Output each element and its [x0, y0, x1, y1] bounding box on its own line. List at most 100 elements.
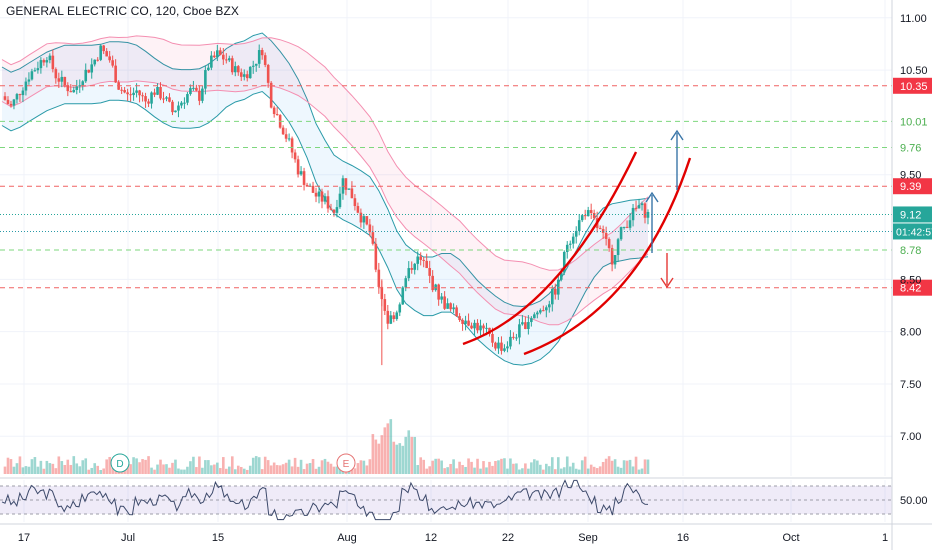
candle[interactable]: [69, 84, 73, 93]
candle[interactable]: [275, 107, 279, 116]
candle[interactable]: [356, 202, 360, 214]
candle[interactable]: [470, 322, 473, 330]
candle[interactable]: [18, 93, 22, 102]
candle[interactable]: [610, 244, 614, 272]
candle[interactable]: [272, 105, 276, 118]
candle[interactable]: [494, 341, 497, 351]
candle[interactable]: [126, 88, 129, 101]
candle[interactable]: [111, 55, 114, 68]
candle[interactable]: [506, 341, 509, 353]
candle[interactable]: [174, 110, 177, 113]
candle[interactable]: [311, 181, 315, 193]
candle[interactable]: [162, 91, 165, 104]
event-marker-d[interactable]: [110, 453, 130, 473]
candle[interactable]: [60, 70, 64, 88]
candle[interactable]: [90, 58, 94, 79]
candle[interactable]: [219, 47, 222, 56]
candle[interactable]: [216, 44, 219, 62]
candle[interactable]: [536, 310, 539, 319]
candle[interactable]: [431, 270, 434, 293]
candle[interactable]: [302, 167, 306, 191]
candle[interactable]: [144, 92, 147, 108]
candle[interactable]: [449, 302, 452, 312]
candle[interactable]: [634, 200, 638, 212]
candle[interactable]: [353, 194, 357, 211]
candle[interactable]: [242, 69, 246, 81]
candle[interactable]: [120, 86, 123, 94]
up-arrow-large[interactable]: [670, 129, 684, 190]
candle[interactable]: [323, 193, 327, 205]
candle[interactable]: [521, 315, 524, 326]
candle[interactable]: [467, 313, 470, 327]
candle[interactable]: [129, 87, 132, 102]
candle[interactable]: [350, 181, 354, 199]
candle[interactable]: [500, 336, 503, 355]
candle[interactable]: [455, 305, 458, 317]
candle[interactable]: [347, 188, 351, 190]
candle[interactable]: [553, 283, 557, 300]
candle[interactable]: [539, 308, 542, 315]
candle[interactable]: [150, 91, 153, 109]
candle[interactable]: [204, 65, 207, 95]
candle[interactable]: [269, 81, 273, 109]
lower-cup-curve[interactable]: [523, 157, 692, 356]
candle[interactable]: [201, 86, 204, 104]
candle[interactable]: [416, 251, 420, 271]
candle[interactable]: [314, 187, 318, 203]
candle[interactable]: [476, 319, 479, 334]
candle[interactable]: [515, 333, 518, 341]
candle[interactable]: [93, 59, 97, 67]
candle[interactable]: [299, 166, 303, 176]
candle[interactable]: [533, 312, 536, 319]
candle[interactable]: [230, 55, 234, 75]
candle[interactable]: [607, 237, 611, 252]
candle[interactable]: [329, 203, 333, 211]
candle[interactable]: [108, 51, 111, 63]
candle[interactable]: [27, 72, 31, 85]
candle[interactable]: [326, 190, 330, 213]
candle[interactable]: [84, 63, 88, 83]
candle[interactable]: [530, 316, 533, 327]
candle[interactable]: [165, 96, 168, 102]
candle[interactable]: [383, 293, 387, 315]
candle[interactable]: [21, 87, 25, 103]
candle[interactable]: [580, 214, 584, 223]
candle[interactable]: [183, 97, 186, 109]
candle[interactable]: [446, 298, 449, 309]
drawings[interactable]: [462, 129, 692, 356]
candle[interactable]: [392, 311, 396, 323]
event-marker-e[interactable]: [336, 453, 356, 473]
candle[interactable]: [254, 63, 258, 72]
candle[interactable]: [518, 318, 521, 345]
candle[interactable]: [473, 319, 476, 336]
candle[interactable]: [177, 101, 180, 118]
candle[interactable]: [263, 52, 267, 68]
candle[interactable]: [625, 220, 629, 229]
candle[interactable]: [153, 88, 156, 98]
candle[interactable]: [207, 63, 210, 72]
candle[interactable]: [619, 226, 623, 241]
candle[interactable]: [589, 203, 593, 220]
candle[interactable]: [186, 91, 189, 106]
candle[interactable]: [562, 250, 566, 276]
candle[interactable]: [245, 70, 249, 82]
candle[interactable]: [99, 44, 102, 62]
candle[interactable]: [260, 47, 264, 60]
candle[interactable]: [545, 305, 548, 318]
candle[interactable]: [413, 262, 417, 275]
candle[interactable]: [398, 302, 402, 317]
candle[interactable]: [512, 332, 515, 340]
candle[interactable]: [503, 344, 506, 353]
candle[interactable]: [78, 79, 82, 93]
candle[interactable]: [75, 79, 79, 95]
candle[interactable]: [542, 305, 545, 312]
candle[interactable]: [458, 313, 461, 322]
candle[interactable]: [613, 254, 617, 269]
candle[interactable]: [189, 84, 192, 96]
candle[interactable]: [210, 51, 213, 71]
candle[interactable]: [12, 98, 16, 110]
candle[interactable]: [239, 68, 243, 81]
candle[interactable]: [287, 133, 291, 142]
candle[interactable]: [159, 82, 162, 101]
